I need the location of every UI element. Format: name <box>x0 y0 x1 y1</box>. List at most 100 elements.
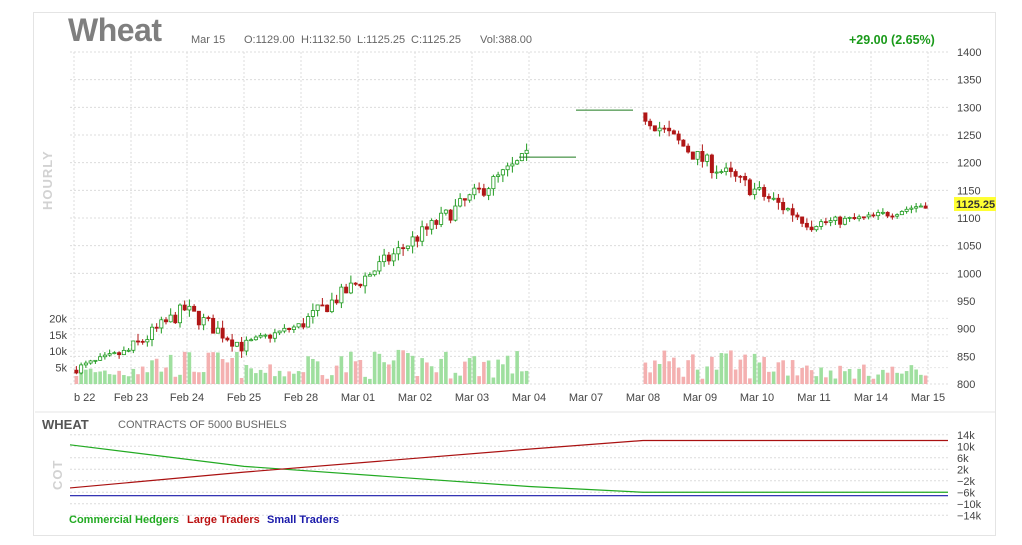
volume-bar <box>857 368 861 384</box>
volume-bar <box>396 349 401 384</box>
volume-tick-label: 15k <box>49 330 67 342</box>
date-tick-label: Feb 23 <box>114 392 148 404</box>
candle-body <box>690 151 695 160</box>
volume-bar <box>197 372 201 384</box>
candle-body <box>800 216 805 224</box>
volume-bar <box>74 375 79 384</box>
volume-bar <box>472 356 477 384</box>
price-tick-label: 850 <box>957 351 975 363</box>
candle-body <box>372 270 377 276</box>
candle-body <box>145 339 150 343</box>
candle-body <box>244 339 249 352</box>
candle-body <box>923 205 928 209</box>
candle-body <box>149 326 154 340</box>
candle-body <box>477 187 482 190</box>
volume-bar <box>244 364 249 384</box>
volume-bar <box>729 350 733 384</box>
candle-body <box>420 226 425 242</box>
volume-bar <box>515 351 519 384</box>
candle-body <box>847 216 852 219</box>
volume-bar <box>919 374 923 384</box>
volume-bar <box>885 372 890 384</box>
candle-body <box>348 282 353 294</box>
date-tick-label: b 22 <box>74 392 95 404</box>
candle-body <box>315 304 320 311</box>
candle-body <box>424 226 429 230</box>
candle-body <box>814 226 819 231</box>
volume-bar <box>691 354 695 384</box>
candle-body <box>681 139 686 147</box>
volume-bar <box>98 371 102 384</box>
candle-body <box>220 327 225 339</box>
candle-body <box>230 339 235 347</box>
volume-bar <box>420 358 424 384</box>
candle-body <box>215 327 220 334</box>
candle-body <box>126 349 131 352</box>
volume-bar <box>828 370 833 384</box>
cot-tick-label: 14k <box>957 430 975 442</box>
candle-body <box>74 369 79 374</box>
price-tick-label: 1050 <box>957 241 981 253</box>
date-tick-label: Mar 08 <box>626 392 660 404</box>
volume-bar <box>786 375 790 384</box>
volume-bar <box>339 356 344 384</box>
candle-body <box>405 245 410 249</box>
candle-body <box>904 208 909 212</box>
volume-bar <box>767 371 771 384</box>
candle-body <box>828 220 833 223</box>
candle-body <box>79 364 84 374</box>
volume-bar <box>79 367 83 384</box>
legend-small-traders[interactable]: Small Traders <box>267 514 340 526</box>
volume-bar <box>705 366 709 384</box>
price-axis: 800 850 900 950 1000 1050 1100 1150 1200 1250 1300… <box>957 47 981 391</box>
volume-bar <box>653 360 657 384</box>
legend-large-traders[interactable]: Large Traders <box>187 514 260 526</box>
candle-body <box>842 217 847 225</box>
candle-body <box>472 187 477 196</box>
volume-bar <box>363 376 367 384</box>
candle-body <box>481 188 486 196</box>
volume-bar <box>368 378 372 384</box>
candle-body <box>253 336 258 341</box>
volume-bar <box>107 374 112 384</box>
volume-bar <box>862 364 866 384</box>
chart-title: Wheat <box>68 12 162 48</box>
candle-body <box>415 236 420 242</box>
volume-bar <box>524 370 529 384</box>
candle-body <box>515 160 520 165</box>
last-price-tag-label: 1125.25 <box>956 199 995 211</box>
volume-bar <box>173 376 178 384</box>
candle-body <box>296 323 301 328</box>
legend-commercial-hedgers[interactable]: Commercial Hedgers <box>69 514 180 526</box>
candle-body <box>918 205 923 208</box>
volume-bar <box>140 366 145 384</box>
volume-bar <box>401 350 405 384</box>
volume-bar <box>463 361 467 384</box>
volume-tick-label: 10k <box>49 346 67 358</box>
volume-bar <box>292 373 296 384</box>
candle-body <box>785 208 790 211</box>
volume-bar <box>510 373 515 384</box>
candle-body <box>486 188 491 196</box>
candle-body <box>325 304 330 313</box>
candle-body <box>876 212 881 217</box>
candle-body <box>367 274 372 277</box>
candle-body <box>643 112 648 122</box>
candle-body <box>282 327 287 332</box>
candle-body <box>102 354 107 358</box>
volume-bar <box>762 356 766 384</box>
volume-bar <box>643 362 648 384</box>
candle-body <box>377 261 382 272</box>
volume-bar <box>923 375 928 384</box>
volume-bar <box>890 366 895 384</box>
candle-body <box>225 337 230 341</box>
candle-body <box>206 317 211 319</box>
volume-bar <box>273 376 277 384</box>
candle-body <box>268 334 273 339</box>
cot-tick-label: 10k <box>957 441 975 453</box>
volume-bar <box>795 375 800 384</box>
candle-body <box>899 211 904 216</box>
candle-body <box>467 194 472 201</box>
candle-body <box>434 220 439 225</box>
